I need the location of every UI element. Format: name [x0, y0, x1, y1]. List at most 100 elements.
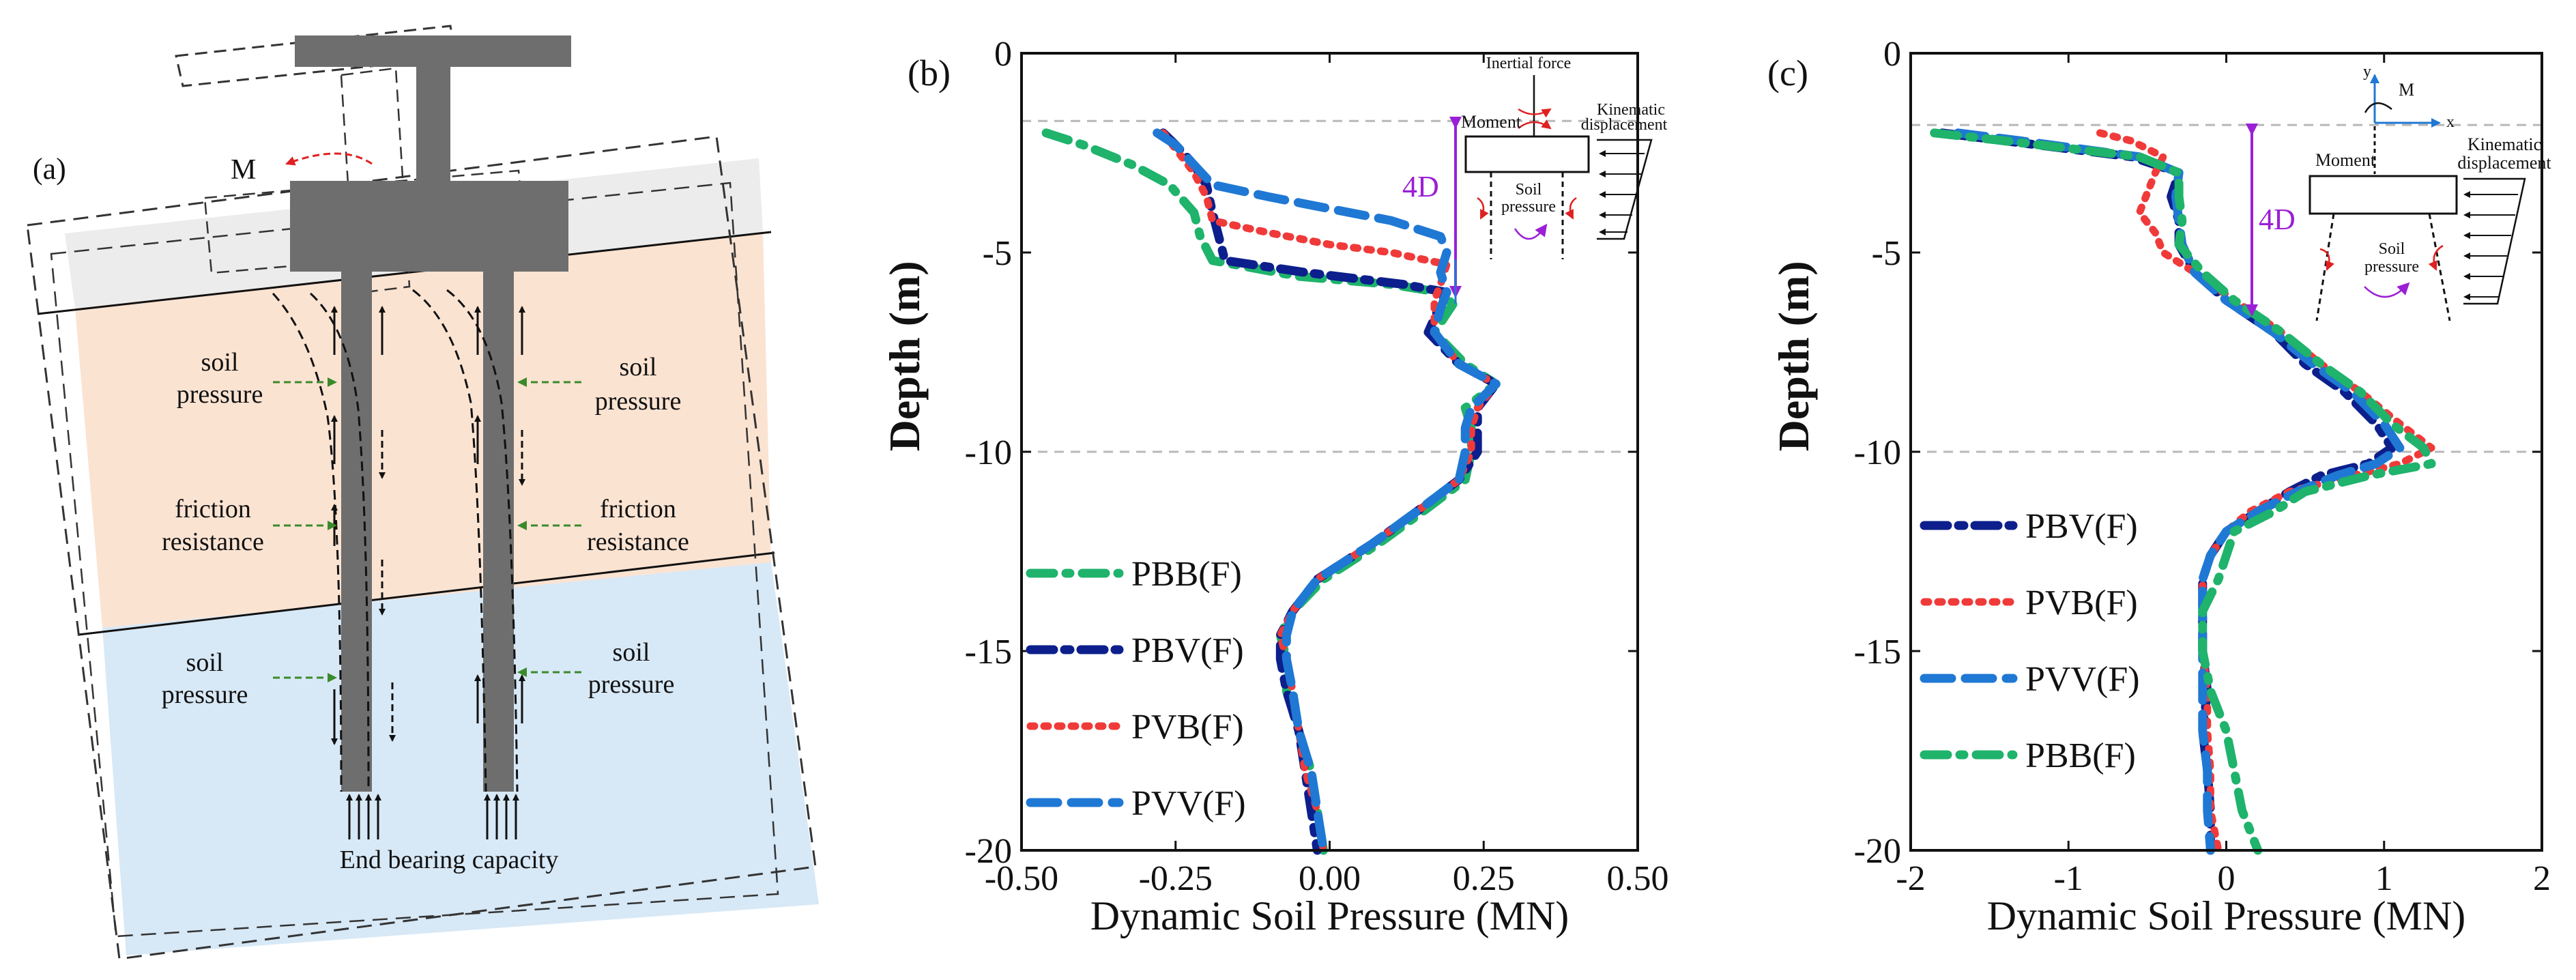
soil-pressure-label-2a: soil: [620, 353, 657, 381]
panel-label-c: (c): [1767, 53, 1808, 93]
y-tick-label-c-2: -10: [1854, 433, 1901, 472]
x-tick-label-b-2: 0.00: [1299, 859, 1361, 898]
axis-y-label-c: y: [2363, 63, 2371, 81]
x-tick-label-b-4: 0.50: [1607, 859, 1669, 898]
series-line-c-pbvf: [1937, 128, 2397, 855]
x-tick-label-b-3: 0.25: [1453, 859, 1515, 898]
inset-b-diagram: Inertial force Moment Kinematic displace…: [1402, 55, 1668, 304]
lower-soil-layer: [102, 562, 819, 955]
x-tick-label-c-1: -1: [2054, 859, 2083, 898]
deformation-curve-3: [412, 289, 487, 792]
friction-label-1a: friction: [175, 495, 251, 523]
legend-label-c-0: PBV(F): [2025, 507, 2138, 546]
deformation-curve-1: [272, 292, 343, 792]
legend-label-b-2: PVB(F): [1131, 708, 1244, 747]
displaced-soil-outline: [26, 135, 817, 960]
soil-pressure-label-1b: pressure: [177, 380, 263, 409]
ground-surface-line: [37, 231, 772, 315]
moment-arrow-b: [1518, 108, 1552, 118]
x-tick-label-c-0: -2: [1896, 859, 1925, 898]
panel-label-b: (b): [908, 53, 951, 93]
y-tick-label-c-4: -20: [1854, 832, 1901, 871]
soil-arrow-b1: [1477, 197, 1489, 220]
kinematic-arrows-c: [2463, 191, 2518, 300]
y-axis-label-c: Depth (m): [1769, 261, 1818, 451]
superstructure-beam: [295, 35, 571, 67]
panel-a-schematic: (a) M soil pressure soil pressure fricti…: [26, 25, 819, 960]
soil-pressure-label-4b: pressure: [588, 670, 675, 699]
soil-label-b1: Soil: [1516, 181, 1542, 199]
y-tick-label-b-0: 0: [994, 35, 1012, 74]
soil-pressure-label-3b: pressure: [162, 680, 248, 709]
end-bearing-label: End bearing capacity: [340, 846, 559, 874]
moment-label-b: Moment: [1461, 112, 1522, 132]
soil-label-c1: Soil: [2379, 240, 2405, 258]
kinematic-profile-b: [1597, 139, 1653, 240]
right-pile: [483, 272, 514, 792]
soil-pressure-label-4a: soil: [613, 638, 650, 667]
kinematic-label-c2: displacement: [2457, 153, 2551, 173]
kinematic-profile-c: [2463, 177, 2526, 305]
y-tick-label-c-1: -5: [1872, 234, 1901, 273]
pile-cap: [290, 181, 568, 272]
soil-arrow-b2: [1565, 197, 1577, 220]
soil-pressure-label-1a: soil: [201, 348, 239, 377]
moment-arrow: [285, 152, 373, 166]
legend-label-c-1: PVB(F): [2025, 583, 2138, 622]
rotation-arrow-c: [2364, 282, 2410, 298]
moment-label: M: [231, 154, 256, 186]
friction-label-2b: resistance: [587, 528, 689, 556]
y-tick-label-b-1: -5: [983, 234, 1012, 273]
kinematic-arrows-b: [1599, 150, 1645, 235]
x-axis-label-b: Dynamic Soil Pressure (MN): [1090, 893, 1569, 938]
legend-label-b-1: PBV(F): [1131, 631, 1244, 670]
soil-pressure-label-2b: pressure: [595, 387, 682, 416]
x-tick-label-b-0: -0.50: [985, 859, 1058, 898]
moment-label-c: Moment: [2315, 150, 2376, 170]
axis-x-label-c: x: [2446, 113, 2455, 131]
y-tick-label-b-2: -10: [965, 433, 1012, 472]
inertial-force-label: Inertial force: [1486, 55, 1572, 72]
pile-c-left: [2315, 213, 2335, 321]
y-axis-label-b: Depth (m): [880, 261, 929, 451]
y-tick-label-c-0: 0: [1883, 35, 1901, 74]
series-line-b-pvvf: [1153, 128, 1501, 855]
legend-label-c-2: PVV(F): [2025, 660, 2140, 699]
superstructure-column: [416, 67, 450, 182]
soil-label-c2: pressure: [2364, 258, 2419, 276]
dimension-4d-label-c: 4D: [2259, 203, 2296, 236]
chart-b: -0.50 -0.25 0.00 0.25 0.50 0 -5 -10 -15 -20 Dynami…: [880, 35, 1669, 938]
pile-cap-c: [2309, 175, 2458, 215]
series-line-c-pbbf: [1930, 128, 2436, 855]
soil-arrow-c2: [2428, 244, 2444, 271]
friction-label-1b: resistance: [162, 528, 264, 556]
pile-cap-b: [1464, 135, 1590, 173]
x-tick-label-c-4: 2: [2533, 859, 2551, 898]
soil-arrow-c1: [2319, 248, 2334, 271]
moment-arc-c: [2364, 102, 2392, 113]
dimension-4d-label-b: 4D: [1402, 170, 1439, 203]
kinematic-label-c1: Kinematic: [2468, 134, 2541, 154]
upper-soil-layer: [75, 232, 771, 628]
layer-boundary-line: [78, 551, 775, 636]
panel-a-label: (a): [33, 152, 66, 186]
kinematic-label-b2: displacement: [1581, 116, 1668, 134]
legend-label-b-3: PVV(F): [1131, 784, 1246, 823]
deformation-curve-2: [309, 292, 370, 792]
friction-label-2a: friction: [600, 495, 676, 523]
legend-label-b-0: PBB(F): [1131, 555, 1242, 594]
x-tick-label-c-3: 1: [2375, 859, 2393, 898]
moment-arrow-b2: [1518, 119, 1552, 130]
x-tick-label-c-2: 0: [2218, 859, 2235, 898]
soil-pressure-label-3a: soil: [186, 648, 224, 677]
y-tick-label-b-3: -15: [965, 633, 1012, 672]
series-line-b-pbbf: [1041, 128, 1501, 855]
legend-label-c-3: PBB(F): [2025, 736, 2136, 775]
rotation-arrow-b: [1514, 223, 1548, 240]
y-tick-label-b-4: -20: [965, 832, 1012, 871]
x-axis-label-c: Dynamic Soil Pressure (MN): [1987, 893, 2466, 938]
kinematic-label-b1: Kinematic: [1597, 101, 1665, 119]
soil-label-b2: pressure: [1501, 198, 1556, 216]
